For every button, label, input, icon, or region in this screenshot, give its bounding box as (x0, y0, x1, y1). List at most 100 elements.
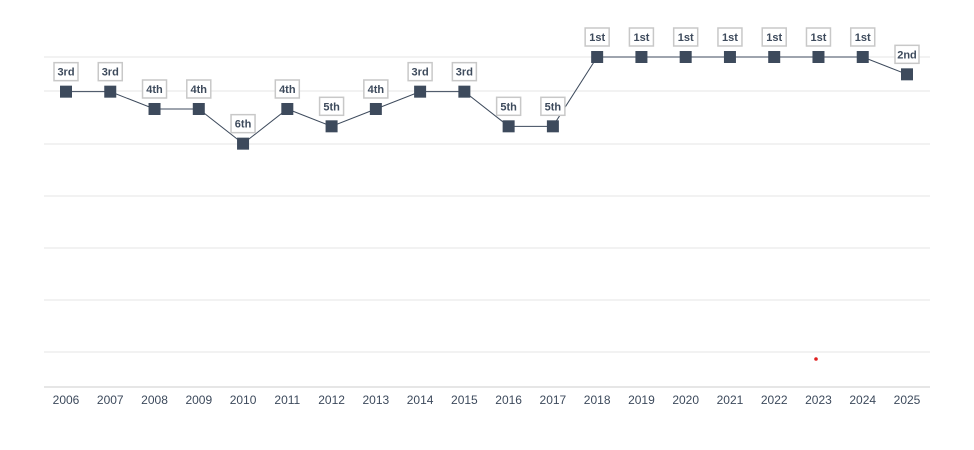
data-point-2022 (768, 51, 781, 63)
data-label-2012: 5th (318, 96, 345, 117)
x-tick-2016: 2016 (495, 393, 522, 407)
x-tick-2021: 2021 (717, 393, 744, 407)
data-label-2011: 4th (274, 79, 301, 99)
data-label-box (495, 96, 522, 117)
data-label-2020: 1st (672, 27, 699, 47)
data-point-2020 (679, 51, 692, 63)
data-label-text: 5th (500, 101, 517, 113)
data-label-text: 3rd (57, 67, 74, 79)
data-point-2023 (812, 51, 825, 63)
data-label-text: 4th (146, 84, 163, 96)
x-tick-2013: 2013 (362, 393, 389, 407)
data-point-2008 (148, 102, 161, 115)
data-label-box (318, 96, 345, 117)
data-label-2018: 1st (584, 27, 610, 47)
data-label-2021: 1st (717, 27, 743, 47)
x-tick-labels: 2006 2007 2008 2009 2010 2011 2012 2013 2014 2015… (53, 393, 921, 407)
data-label-2022: 1st (761, 27, 787, 47)
x-tick-2012: 2012 (318, 393, 345, 407)
data-label-text: 3rd (456, 67, 473, 79)
x-tick-2023: 2023 (805, 393, 832, 407)
data-point-2024 (856, 51, 869, 63)
x-tick-2018: 2018 (584, 393, 611, 407)
data-label-box (849, 27, 876, 47)
data-label-box (363, 79, 389, 99)
data-label-box (672, 27, 699, 47)
data-label-text: 3rd (102, 67, 119, 79)
x-tick-2020: 2020 (672, 393, 699, 407)
data-point-2019 (635, 51, 648, 63)
data-label-2009: 4th (186, 79, 212, 99)
data-label-text: 4th (279, 84, 296, 96)
data-label-2008: 4th (141, 79, 168, 99)
data-label-text: 1st (633, 32, 649, 44)
x-tick-2007: 2007 (97, 393, 124, 407)
data-point-2012 (325, 120, 338, 133)
data-label-2024: 1st (849, 27, 876, 47)
data-label-text: 1st (722, 32, 738, 44)
data-labels: 3rd 3rd 4th 4th 6th 4th 5th 4th 3rd 3rd 5th 5th 1st 1… (53, 27, 920, 134)
data-label-box (97, 61, 124, 82)
data-label-text: 3rd (412, 67, 429, 79)
x-tick-2009: 2009 (185, 393, 212, 407)
data-label-text: 1st (678, 32, 694, 44)
data-label-text: 2nd (897, 49, 917, 61)
data-label-2015: 3rd (451, 61, 478, 82)
data-label-2019: 1st (628, 27, 655, 47)
data-label-text: 4th (368, 84, 385, 96)
data-point-2017 (546, 120, 559, 133)
x-tick-2008: 2008 (141, 393, 168, 407)
data-label-box (540, 96, 566, 117)
data-point-2015 (458, 85, 471, 98)
data-point-2018 (591, 51, 604, 63)
data-label-2025: 2nd (894, 44, 920, 65)
x-tick-2006: 2006 (53, 393, 80, 407)
data-label-box (805, 27, 832, 47)
data-point-2013 (369, 102, 382, 115)
data-label-text: 1st (855, 32, 871, 44)
data-label-box (761, 27, 787, 47)
data-point-2025 (901, 68, 913, 81)
data-label-box (717, 27, 743, 47)
x-tick-2010: 2010 (230, 393, 257, 407)
data-label-2016: 5th (495, 96, 522, 117)
accent-dot (814, 357, 818, 361)
data-point-2021 (723, 51, 736, 63)
data-point-2007 (104, 85, 117, 98)
x-tick-2025: 2025 (894, 393, 921, 407)
data-label-2014: 3rd (407, 61, 433, 82)
x-tick-2017: 2017 (540, 393, 567, 407)
data-label-2006: 3rd (53, 61, 79, 82)
data-label-text: 6th (235, 119, 252, 131)
data-label-box (53, 61, 79, 82)
x-tick-2014: 2014 (407, 393, 434, 407)
data-points (60, 51, 913, 150)
data-point-2011 (281, 102, 294, 115)
data-point-2006 (60, 85, 72, 98)
data-label-box (407, 61, 433, 82)
data-label-box (186, 79, 212, 99)
data-point-2010 (237, 137, 250, 150)
data-label-box (894, 44, 920, 65)
data-label-2007: 3rd (97, 61, 124, 82)
data-label-2017: 5th (540, 96, 566, 117)
data-label-text: 1st (589, 32, 605, 44)
data-point-2014 (414, 85, 427, 98)
x-tick-2011: 2011 (274, 393, 300, 407)
data-label-text: 5th (323, 101, 340, 113)
data-label-box (451, 61, 478, 82)
data-label-box (141, 79, 168, 99)
data-point-2009 (192, 102, 205, 115)
data-label-2013: 4th (363, 79, 389, 99)
data-label-2023: 1st (805, 27, 832, 47)
data-label-box (628, 27, 655, 47)
x-tick-2015: 2015 (451, 393, 478, 407)
gridlines (44, 56, 930, 353)
x-tick-2024: 2024 (849, 393, 876, 407)
series-line (66, 56, 908, 145)
x-tick-2019: 2019 (628, 393, 655, 407)
data-label-text: 4th (191, 84, 208, 96)
data-label-text: 1st (811, 32, 827, 44)
data-label-2010: 6th (230, 113, 256, 134)
